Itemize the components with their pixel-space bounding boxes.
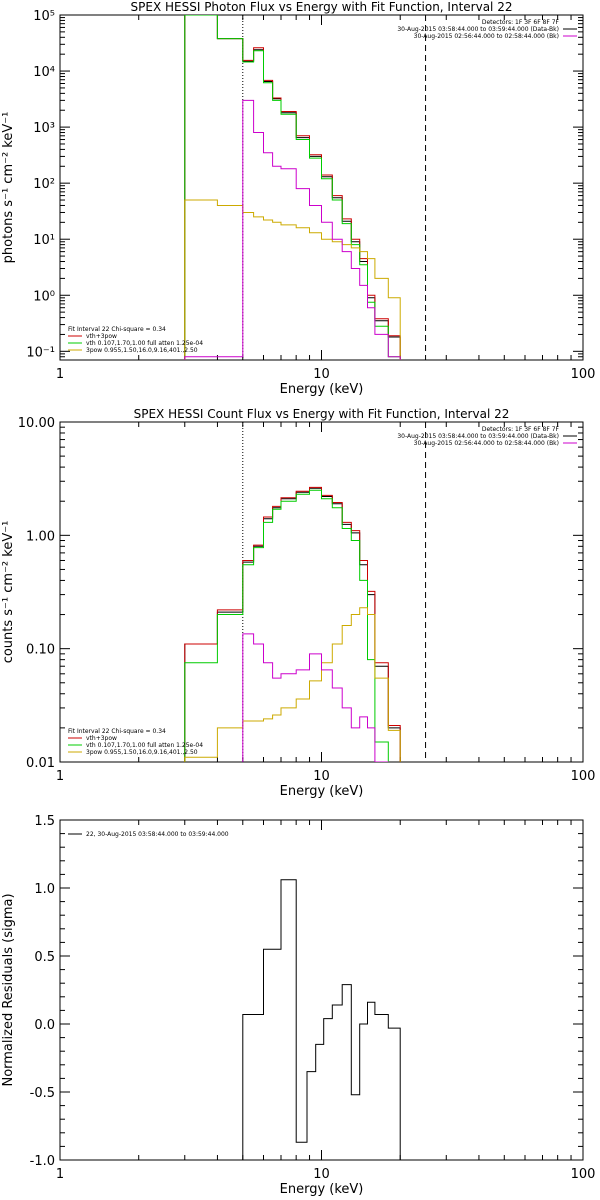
x-tick-label: 10: [313, 769, 330, 784]
chart-resid: 1 10 100 -1.0 -0.5 0.0 0.5 1.0 1.5 Energy (keV) No…: [1, 814, 595, 1197]
x-tick-label: 10: [313, 1167, 330, 1182]
x-axis-label: Energy (keV): [280, 784, 364, 799]
y-tick-label: 1.0: [34, 882, 55, 897]
legend-entry: vth+3pow: [86, 735, 117, 742]
legend-entry: Fit Interval 22 Chi-square = 0.34: [68, 326, 166, 333]
series-vth+3pow: [184, 486, 401, 762]
chart-photon: 1 10 100 10⁻¹ 10⁰ 10¹ 10² 10³ 10⁴ 10⁵ SPEX HESSI P…: [1, 0, 595, 397]
y-tick-label: 10⁵: [33, 9, 55, 24]
y-tick-label: -0.5: [30, 1086, 55, 1101]
y-tick-label: 0.0: [34, 1018, 55, 1033]
series-residuals: [242, 879, 401, 1160]
legend-entry: vth+3pow: [86, 333, 117, 340]
x-axis-label: Energy (keV): [280, 1182, 364, 1197]
legend-entry: vth 0.107,1.70,1.00 full atten 1.25e-04: [86, 340, 203, 347]
header-line: 30-Aug-2015 03:58:44.000 to 03:59:44.000…: [397, 26, 559, 33]
series-background: [242, 633, 389, 762]
series-group: [242, 879, 401, 1160]
series-data: [184, 15, 401, 360]
series-vth: [184, 489, 389, 762]
header-line: 30-Aug-2015 02:56:44.000 to 02:58:44.000…: [414, 440, 559, 447]
header-line: Detectors: 1F 3F 6F 8F 7F: [482, 426, 560, 433]
x-tick-label: 1: [56, 769, 64, 784]
x-tick-label: 100: [571, 367, 596, 382]
plot-frame: [59, 421, 584, 763]
x-tick-label: 100: [571, 1167, 596, 1182]
x-tick-label: 1: [56, 367, 64, 382]
x-tick-label: 1: [56, 1167, 64, 1182]
header-line: Detectors: 1F 3F 6F 8F 7F: [482, 19, 560, 26]
y-tick-label: 10⁻¹: [26, 345, 55, 360]
series-vth: [184, 15, 401, 360]
header-line: 30-Aug-2015 02:56:44.000 to 02:58:44.000…: [414, 33, 559, 40]
chart-title: SPEX HESSI Count Flux vs Energy with Fit…: [134, 407, 510, 421]
y-tick-label: 0.5: [34, 950, 55, 965]
y-tick-label: 10³: [33, 121, 55, 136]
y-tick-label: 10⁴: [33, 65, 55, 80]
series-background: [184, 99, 401, 360]
y-axis-label: photons s⁻¹ cm⁻² keV⁻¹: [1, 112, 16, 264]
series-group: [184, 486, 401, 762]
plot-frame: [59, 14, 584, 361]
y-tick-label: 10.00: [18, 416, 55, 431]
y-tick-label: 1.5: [34, 814, 55, 829]
y-tick-label: 1.00: [26, 529, 55, 544]
series-3pow: [184, 607, 401, 762]
y-axis-label: counts s⁻¹ cm⁻² keV⁻¹: [1, 521, 16, 664]
y-tick-label: -1.0: [30, 1154, 55, 1169]
x-axis-label: Energy (keV): [280, 382, 364, 397]
legend-entry: 3pow 0.955,1.50,16.0,9.16,401.,2.50: [86, 347, 198, 354]
legend-entry: Fit Interval 22 Chi-square = 0.34: [68, 728, 166, 735]
legend-entry: 22, 30-Aug-2015 03:58:44.000 to 03:59:44…: [86, 831, 229, 838]
chart-count: 1 10 100 0.01 0.10 1.00 10.00 SPEX HESSI Count …: [1, 407, 595, 799]
x-tick-label: 10: [313, 367, 330, 382]
x-tick-label: 100: [571, 769, 596, 784]
y-tick-label: 10⁰: [33, 289, 55, 304]
series-3pow: [184, 199, 401, 360]
y-tick-label: 0.01: [26, 756, 55, 771]
series-vth+3pow: [184, 15, 401, 360]
y-axis-label: Normalized Residuals (sigma): [1, 893, 16, 1086]
y-tick-label: 10¹: [33, 233, 55, 248]
series-group: [184, 15, 401, 360]
legend-entry: 3pow 0.955,1.50,16.0,9.16,401.,2.50: [86, 749, 198, 756]
y-tick-label: 0.10: [26, 643, 55, 658]
chart-title: SPEX HESSI Photon Flux vs Energy with Fi…: [131, 0, 513, 14]
header-line: 30-Aug-2015 03:58:44.000 to 03:59:44.000…: [397, 433, 559, 440]
y-tick-label: 10²: [33, 177, 55, 192]
series-data: [184, 487, 401, 762]
legend-entry: vth 0.107,1.70,1.00 full atten 1.25e-04: [86, 742, 203, 749]
plot-frame: [59, 819, 584, 1161]
